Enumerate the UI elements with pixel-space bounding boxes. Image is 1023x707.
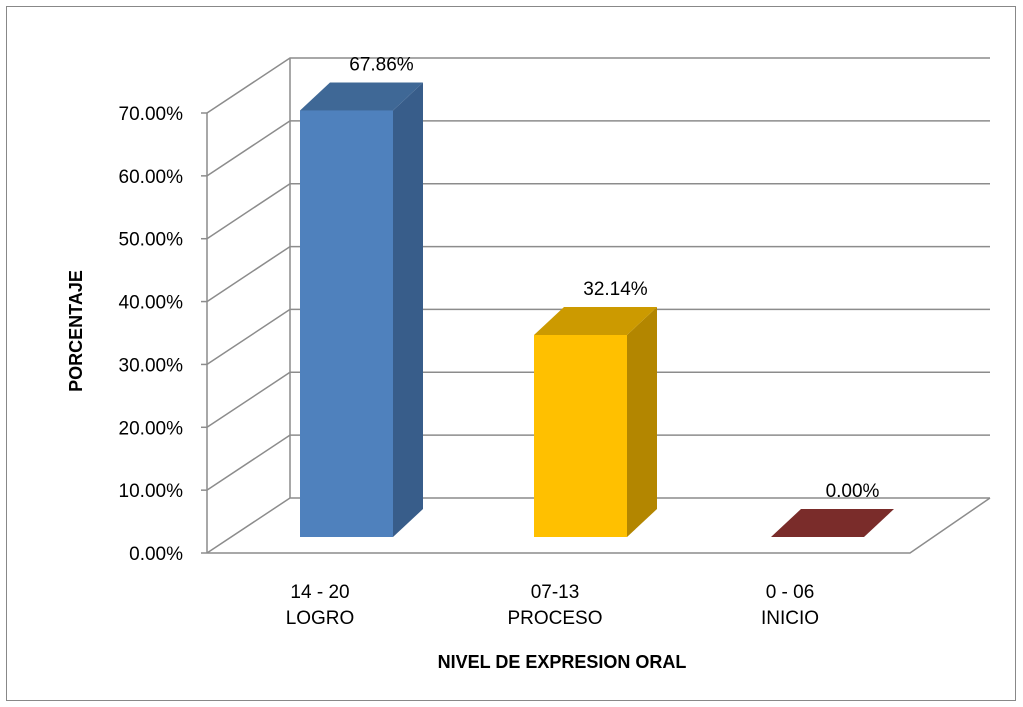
chart-border bbox=[6, 6, 1016, 701]
bar bbox=[300, 82, 423, 538]
y-tick-label: 30.00% bbox=[119, 355, 184, 376]
bar bbox=[534, 306, 657, 537]
y-tick-label: 60.00% bbox=[119, 167, 184, 188]
bar-side bbox=[627, 306, 657, 537]
bar-top bbox=[771, 509, 894, 537]
x-tick-label-line: 0 - 06 bbox=[766, 582, 815, 603]
x-tick-label-line: PROCESO bbox=[507, 608, 602, 629]
x-tick-label-line: 07-13 bbox=[531, 582, 580, 603]
x-tick-label: 07-13 PROCESO bbox=[507, 582, 602, 629]
bar bbox=[771, 509, 894, 537]
x-tick-label-line: 14 - 20 bbox=[290, 582, 349, 603]
y-axis-title: PORCENTAJE bbox=[66, 270, 86, 392]
gridline bbox=[206, 120, 990, 177]
y-tick-label: 20.00% bbox=[119, 418, 184, 439]
gridline bbox=[206, 308, 990, 366]
gridline bbox=[206, 57, 990, 114]
y-tick-label: 10.00% bbox=[119, 481, 184, 502]
x-tick-label-line: LOGRO bbox=[286, 608, 355, 629]
y-tick-label: 70.00% bbox=[119, 104, 184, 125]
gridline bbox=[206, 497, 990, 554]
floor-outline bbox=[207, 497, 991, 554]
bar-top bbox=[300, 82, 423, 111]
gridline bbox=[206, 371, 990, 428]
bar-front bbox=[300, 110, 393, 538]
bar-front bbox=[534, 334, 627, 537]
y-tick-label: 0.00% bbox=[129, 544, 183, 565]
x-tick-label: 0 - 06 INICIO bbox=[761, 582, 819, 629]
x-tick-label-line: INICIO bbox=[761, 608, 819, 629]
y-tick-label: 50.00% bbox=[119, 230, 184, 251]
y-tick-label: 40.00% bbox=[119, 293, 184, 314]
data-label: 0.00% bbox=[826, 481, 880, 502]
gridline bbox=[206, 182, 990, 240]
gridline bbox=[206, 245, 990, 303]
bar-side bbox=[393, 82, 423, 538]
x-axis-title: NIVEL DE EXPRESION ORAL bbox=[438, 652, 687, 672]
data-label: 67.86% bbox=[349, 54, 414, 75]
x-tick-label: 14 - 20 LOGRO bbox=[286, 582, 355, 629]
gridline bbox=[206, 434, 990, 491]
bar-top bbox=[534, 306, 657, 335]
data-label: 32.14% bbox=[583, 279, 648, 300]
